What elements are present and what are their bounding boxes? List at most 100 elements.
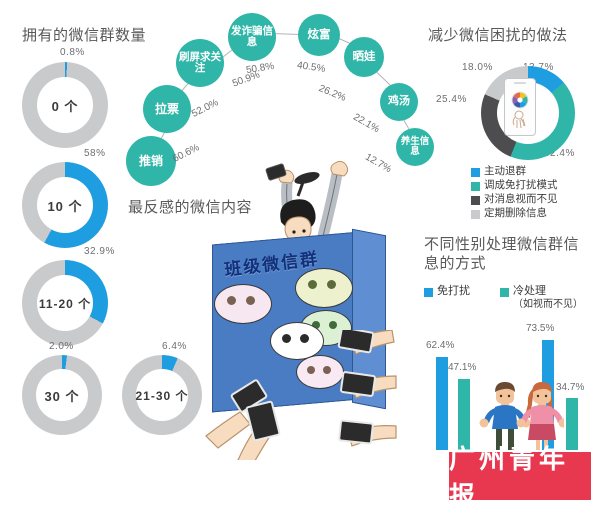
bubble-eye (327, 280, 336, 289)
legend-item-dingqishanchu[interactable]: 定期删除信息 (471, 207, 558, 220)
phone-illustration (504, 78, 536, 136)
bubble-label: 推销 (138, 153, 163, 168)
donut-chart-1: 10 个 (22, 162, 108, 248)
bubble-eye (323, 366, 331, 374)
donut-hole (37, 275, 93, 331)
bubble-link (271, 33, 301, 35)
donut-center-label-0: 0 个 (51, 98, 79, 114)
bar-male-miandarao[interactable] (436, 357, 448, 450)
bubble-eye (308, 280, 317, 289)
bubble-pct-shaiwa: 26.2% (316, 83, 348, 104)
donut-pct-1: 58% (84, 148, 106, 159)
legend-swatch-blue (471, 168, 480, 177)
phone-speaker (514, 82, 526, 84)
bubble-label: 拉票 (154, 101, 179, 116)
legend-swatch-dark (471, 196, 480, 206)
wechat-bubble-1 (214, 284, 272, 324)
bubble-eye (227, 296, 236, 305)
donut-center-label-3: 30 个 (44, 388, 80, 404)
bar-label-male-lengchuli: 47.1% (448, 362, 477, 373)
donut-hole (37, 177, 93, 233)
bar-male-lengchuli[interactable] (458, 379, 470, 450)
section-title-disliked-content: 最反感的微信内容 (128, 199, 253, 216)
bubble-label: 晒娃 (352, 50, 376, 63)
bubble-shaiwa[interactable]: 晒娃 (344, 37, 384, 77)
section-title-gender-handling: 不同性别处理微信群信息的方式 (424, 236, 580, 272)
section-title-reduce-disturb: 减少微信困扰的做法 (428, 27, 568, 44)
wechat-bubble-2 (295, 268, 353, 308)
wechat-color-wheel-icon (511, 91, 529, 129)
bubble-label: 养生信息 (400, 136, 430, 157)
hands-with-phones-illustration (205, 330, 397, 460)
bubble-eye (312, 321, 320, 329)
reduce-pct-miandarao: 42.4% (544, 148, 575, 159)
legend-swatch-gray (471, 210, 480, 220)
donut-pct-0: 0.8% (60, 47, 85, 58)
bubble-yangsheng[interactable]: 养生信息 (396, 128, 434, 166)
bubble-eye (307, 366, 315, 374)
bubble-label: 鸡汤 (388, 95, 410, 108)
bar-label-male-miandarao: 62.4% (426, 340, 455, 351)
reduce-pct-shierbujian: 25.4% (436, 94, 467, 105)
bubble-eye (300, 334, 309, 343)
reduce-disturb-legend: 主动退群 调成免打扰模式 对消息视而不见 定期删除信息 (471, 165, 558, 222)
bubble-pct-zhapian: 50.8% (245, 60, 276, 77)
bubble-zhapian[interactable]: 发诈骗信息 (228, 13, 276, 61)
bubble-pct-lapiao: 52.0% (190, 97, 221, 120)
donut-hole (136, 369, 188, 421)
donut-pct-3: 2.0% (49, 341, 74, 352)
legend-item-tuiqun[interactable]: 主动退群 (471, 165, 558, 178)
bubble-shuaping[interactable]: 刷屏求关注 (176, 39, 224, 87)
bubble-pct-xuanfu: 40.5% (296, 60, 326, 75)
bubble-eye (282, 334, 291, 343)
gender-legend-2: 冷处理 （如视而不见） (500, 285, 583, 312)
legend-label: 冷处理 (513, 285, 546, 297)
logo-text: 广州青年报 (449, 445, 570, 512)
legend-swatch-blue (424, 288, 433, 297)
bubble-xuanfu[interactable]: 炫富 (298, 14, 340, 56)
legend-label: 主动退群 (484, 165, 526, 177)
legend-item-shierbujian[interactable]: 对消息视而不见 (471, 193, 558, 206)
donut-center-label-2: 11-20 个 (38, 296, 92, 311)
couple-figures-illustration (479, 382, 564, 450)
donut-chart-3: 30 个 (22, 355, 102, 435)
donut-center-label-4: 21-30 个 (135, 388, 189, 403)
legend-sublabel: （如视而不见） (513, 298, 583, 310)
legend-label: 调成免打扰模式 (484, 179, 558, 192)
reduce-pct-dingqi: 18.0% (462, 62, 493, 73)
legend-item-miandarao-bar[interactable]: 免打扰 (424, 285, 470, 299)
bubble-lapiao[interactable]: 拉票 (143, 85, 191, 133)
bar-label-female-lengchuli: 34.7% (556, 382, 585, 393)
bar-female-lengchuli[interactable] (566, 398, 578, 450)
donut-chart-0: 0 个 (22, 62, 108, 148)
bubble-tuixiao[interactable]: 推销 (126, 136, 176, 186)
bubble-eye (246, 296, 255, 305)
bubble-jitang[interactable]: 鸡汤 (380, 83, 418, 121)
legend-item-miandarao[interactable]: 调成免打扰模式 (471, 179, 558, 192)
bubble-label: 发诈骗信息 (231, 24, 273, 48)
bubble-eye (329, 321, 337, 329)
bubble-label: 炫富 (307, 28, 331, 41)
donut-chart-4: 21-30 个 (122, 355, 202, 435)
wechat-bubble-5 (296, 355, 344, 389)
bar-label-female-miandarao: 73.5% (526, 323, 555, 334)
legend-label: 定期删除信息 (484, 207, 547, 220)
donut-center-label-1: 10 个 (47, 198, 83, 214)
legend-label: 对消息视而不见 (484, 193, 558, 206)
section-title-groups-owned: 拥有的微信群数量 (22, 27, 147, 44)
publisher-logo: 广州青年报 (449, 445, 591, 512)
bubble-label: 刷屏求关注 (179, 50, 221, 74)
donut-hole (36, 369, 88, 421)
donut-pct-2: 32.9% (84, 246, 115, 257)
donut-pct-4: 6.4% (162, 341, 187, 352)
legend-swatch-teal (471, 182, 480, 192)
legend-label: 免打扰 (437, 285, 470, 297)
legend-swatch-teal (500, 288, 509, 297)
donut-hole (37, 77, 93, 133)
wechat-bubble-4 (270, 322, 324, 360)
gender-legend: 免打扰 (424, 285, 470, 300)
bubble-pct-tuixiao: 60.6% (171, 142, 202, 165)
legend-item-lengchuli[interactable]: 冷处理 （如视而不见） (500, 285, 583, 311)
donut-chart-2: 11-20 个 (22, 260, 108, 346)
